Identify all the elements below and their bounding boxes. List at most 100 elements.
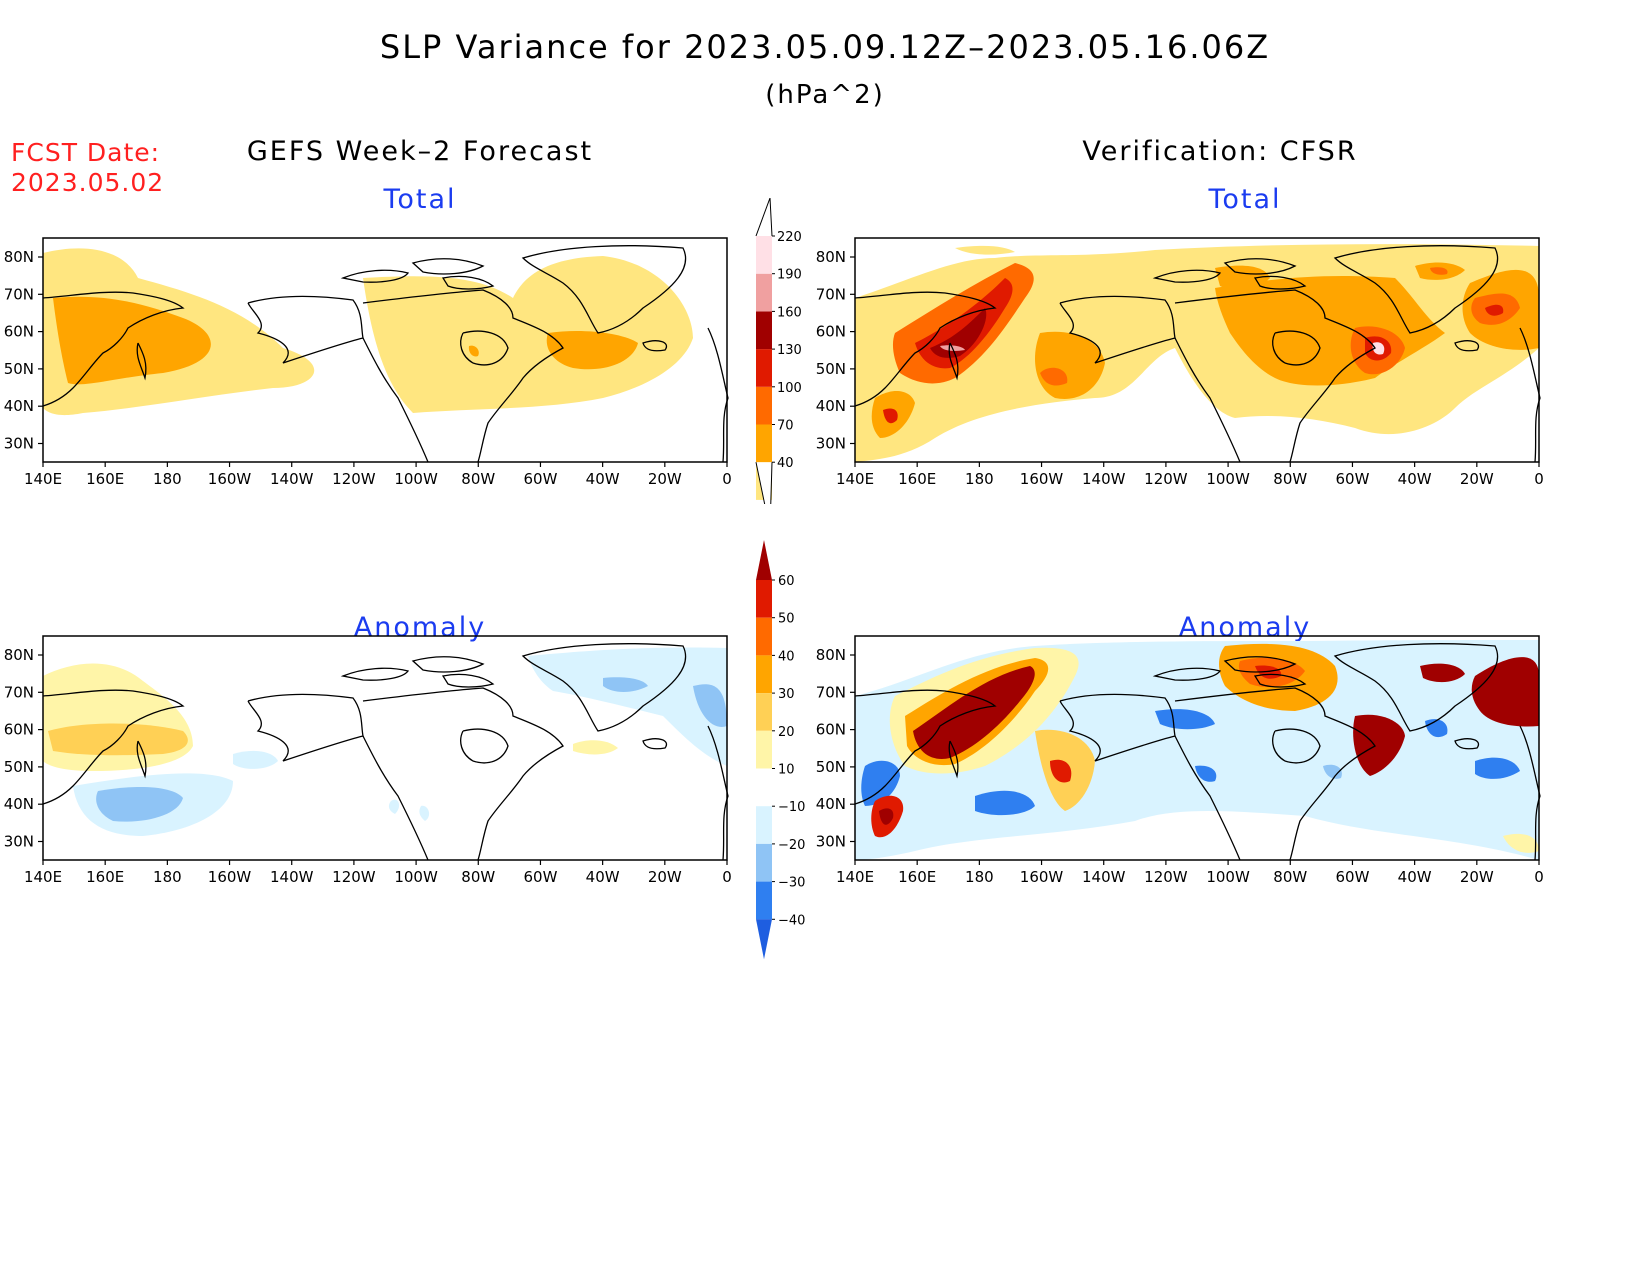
lon-label: 140E — [24, 868, 62, 886]
lat-label: 80N — [816, 248, 846, 266]
longitude-labels: 140E 160E 180 160W 140W 120W 100W 80W 60W 40W 20W 0 — [836, 462, 1544, 488]
lon-label: 60W — [523, 868, 557, 886]
colorbar-top-arrow — [756, 540, 772, 580]
colorbar-label: 100 — [777, 381, 802, 396]
colorbar-label: −10 — [778, 800, 805, 815]
latitude-labels: 80N 70N 60N 50N 40N 30N — [4, 248, 43, 453]
latitude-labels: 80N 70N 60N 50N 40N 30N — [816, 248, 855, 453]
lon-label: 80W — [1273, 868, 1307, 886]
lon-label: 20W — [1460, 868, 1494, 886]
colorbar-box — [756, 843, 772, 882]
lon-label: 180 — [153, 470, 182, 488]
lat-label: 40N — [4, 397, 34, 415]
colorbar-label: 220 — [777, 230, 802, 245]
lon-label: 160E — [898, 868, 936, 886]
latitude-labels: 80N 70N 60N 50N 40N 30N — [816, 646, 855, 851]
lon-label: 140W — [270, 470, 314, 488]
variance-shading — [855, 244, 1539, 462]
forecast-date-label: FCST Date: — [11, 138, 161, 167]
lon-label: 120W — [1144, 470, 1188, 488]
colorbar-box — [756, 806, 772, 844]
colorbar-box — [756, 768, 772, 807]
lon-label: 40W — [1398, 868, 1432, 886]
lon-label: 100W — [1206, 868, 1250, 886]
lon-label: 60W — [523, 470, 557, 488]
colorbar-label: 190 — [777, 268, 802, 283]
map-frame — [854, 635, 1540, 861]
lon-label: 160W — [1020, 868, 1064, 886]
colorbar-label: −40 — [778, 913, 805, 928]
lon-label: 140E — [836, 868, 874, 886]
lon-label: 120W — [332, 470, 376, 488]
lat-label: 40N — [816, 795, 846, 813]
lon-label: 160E — [86, 868, 124, 886]
colorbar-label: 160 — [777, 305, 802, 320]
colorbar-label: −30 — [778, 876, 805, 891]
main-title: SLP Variance for 2023.05.09.12Z–2023.05.… — [379, 28, 1271, 66]
lat-label: 50N — [4, 360, 34, 378]
colorbar-label: −20 — [778, 838, 805, 853]
colorbar-label: 50 — [778, 612, 795, 627]
colorbar-box — [756, 273, 772, 312]
forecast-anomaly-title: Anomaly — [353, 612, 487, 643]
colorbar-label: 30 — [778, 687, 795, 702]
colorbar-box — [756, 881, 772, 920]
longitude-labels: 140E 160E 180 160W 140W 120W 100W 80W 60W 40W 20W 0 — [24, 860, 732, 886]
verification-anomaly-map: 140E 160E 180 160W 140W 120W 100W 80W 60W 40W 20W 0… — [816, 635, 1544, 886]
colorbar-box — [756, 730, 772, 769]
verification-anomaly-title: Anomaly — [1178, 612, 1312, 643]
map-frame — [42, 635, 728, 861]
colorbar-box — [756, 655, 772, 694]
lon-label: 100W — [394, 470, 438, 488]
lon-label: 160W — [1020, 470, 1064, 488]
latitude-labels: 80N 70N 60N 50N 40N 30N — [4, 646, 43, 851]
lat-label: 40N — [4, 795, 34, 813]
lat-label: 30N — [816, 435, 846, 453]
colorbar-box — [756, 693, 772, 731]
lon-label: 40W — [586, 868, 620, 886]
forecast-anomaly-map: 140E 160E 180 160W 140W 120W 100W 80W 60W 40W 20W 0… — [4, 635, 732, 886]
total-colorbar: 40 70 100 130 160 190 220 — [755, 198, 802, 504]
lon-label: 160E — [86, 470, 124, 488]
longitude-labels: 140E 160E 180 160W 140W 120W 100W 80W 60W 40W 20W 0 — [836, 860, 1544, 886]
map-frame — [42, 237, 728, 463]
units-label: (hPa^2) — [765, 80, 885, 110]
variance-shading — [43, 248, 693, 416]
left-column-title: GEFS Week–2 Forecast — [246, 136, 594, 167]
lon-label: 0 — [722, 868, 732, 886]
lat-label: 40N — [816, 397, 846, 415]
colorbar-label: 70 — [777, 419, 794, 434]
colorbar-label: 40 — [777, 456, 794, 471]
forecast-total-map: 140E 160E 180 160W 140W 120W 100W 80W 60W 40W 20W 0… — [4, 237, 732, 488]
colorbar-label: 60 — [778, 574, 795, 589]
anomaly-shading — [43, 647, 727, 836]
lat-label: 30N — [4, 833, 34, 851]
colorbar-top-arrow — [755, 198, 773, 237]
lon-label: 40W — [586, 470, 620, 488]
lon-label: 140E — [836, 470, 874, 488]
lon-label: 0 — [1534, 868, 1544, 886]
lat-label: 70N — [4, 683, 34, 701]
lat-label: 60N — [816, 721, 846, 739]
lat-label: 60N — [816, 323, 846, 341]
anomaly-colorbar: −40 −30 −20 −10 10 20 30 40 50 60 — [756, 540, 805, 960]
lon-label: 140W — [1082, 470, 1126, 488]
lat-label: 50N — [4, 758, 34, 776]
lat-label: 50N — [816, 360, 846, 378]
colorbar-box — [756, 311, 772, 350]
lon-label: 80W — [461, 470, 495, 488]
colorbar-label: 40 — [778, 649, 795, 664]
lon-label: 160W — [208, 470, 252, 488]
lon-label: 20W — [1460, 470, 1494, 488]
lon-label: 180 — [153, 868, 182, 886]
lon-label: 80W — [461, 868, 495, 886]
lon-label: 40W — [1398, 470, 1432, 488]
lon-label: 140W — [1082, 868, 1126, 886]
lon-label: 160W — [208, 868, 252, 886]
lat-label: 60N — [4, 721, 34, 739]
lon-label: 80W — [1273, 470, 1307, 488]
lat-label: 80N — [4, 248, 34, 266]
lon-label: 180 — [965, 470, 994, 488]
lon-label: 140W — [270, 868, 314, 886]
colorbar-label: 20 — [778, 725, 795, 740]
